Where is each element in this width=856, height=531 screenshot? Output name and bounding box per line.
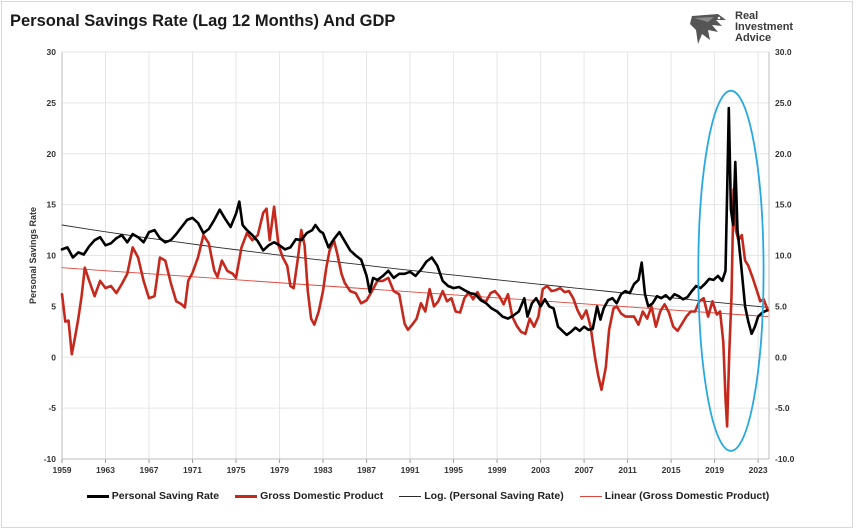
x-tick-label: 2019: [705, 465, 724, 475]
brand-line-2: Investment: [735, 21, 794, 33]
eagle-logo-icon: [690, 14, 726, 44]
series-line-gross-domestic-product: [60, 188, 770, 428]
x-tick-label: 2011: [618, 465, 637, 475]
brand-line-3: Advice: [735, 32, 772, 44]
y-tick-left-label: 30: [47, 47, 57, 57]
series-line-personal-saving-rate: [60, 106, 769, 337]
y-tick-left-label: 25: [47, 98, 57, 108]
y-tick-left-label: -5: [48, 403, 56, 413]
x-tick-label: 2003: [531, 465, 550, 475]
legend-swatch: [579, 495, 602, 497]
legend-item: Log. (Personal Saving Rate): [399, 490, 564, 502]
x-axis-ticks: 1959 1963 1967 1971 1975 1979 1983 1987 1991 1995…: [53, 465, 768, 475]
legend-label: Gross Domestic Product: [260, 490, 384, 502]
legend-label: Linear (Gross Domestic Product): [604, 490, 770, 502]
legend: Personal Saving Rate Gross Domestic Produ…: [0, 488, 856, 504]
y-tick-right-label: 0.0: [775, 352, 787, 362]
x-tick-label: 1979: [270, 465, 289, 475]
y-axis-label: Personal Savings Rate: [28, 207, 38, 304]
legend-swatch: [86, 494, 109, 498]
brand-name: Real Investment Advice: [735, 11, 793, 44]
y-tick-left-label: 5: [51, 301, 56, 311]
highlight-ellipse: [697, 89, 765, 452]
series-lines: [60, 106, 770, 428]
legend-item: Gross Domestic Product: [235, 490, 383, 502]
x-tick-label: 1999: [488, 465, 507, 475]
annotations: [697, 89, 765, 452]
y-tick-right-label: -5.0: [775, 403, 790, 413]
y-tick-right-label: 30.0: [775, 47, 792, 57]
y-tick-right-label: -10.0: [775, 454, 795, 464]
y-tick-left-label: 0: [51, 352, 56, 362]
x-tick-label: 1963: [96, 465, 115, 475]
gridlines: [61, 51, 769, 460]
x-tick-label: 1987: [357, 465, 376, 475]
x-tick-label: 2023: [749, 465, 768, 475]
x-tick-label: 1959: [53, 465, 72, 475]
y-axis-right-ticks: -10.0 -5.0 0.0 5.0 10.0 15.0 20.0 25.0 30.0: [775, 47, 795, 464]
x-tick-label: 1991: [401, 465, 420, 475]
y-tick-right-label: 20.0: [775, 149, 792, 159]
axes: [61, 52, 770, 463]
chart-title: Personal Savings Rate (Lag 12 Months) An…: [10, 12, 396, 30]
legend-label: Log. (Personal Saving Rate): [424, 490, 564, 502]
x-tick-label: 1975: [227, 465, 246, 475]
series-line-log-personal-saving-rate: [61, 224, 769, 308]
legend-item: Linear (Gross Domestic Product): [579, 490, 770, 502]
y-tick-right-label: 15.0: [775, 200, 792, 210]
legend-item: Personal Saving Rate: [86, 490, 220, 502]
legend-swatch: [235, 494, 258, 498]
x-tick-label: 2007: [575, 465, 594, 475]
y-tick-left-label: 15: [47, 200, 57, 210]
y-tick-left-label: 10: [47, 251, 57, 261]
x-tick-label: 1995: [444, 465, 463, 475]
brand-line-1: Real: [735, 10, 759, 22]
y-tick-left-label: -10: [44, 454, 57, 464]
legend-label: Personal Saving Rate: [111, 490, 220, 502]
x-tick-label: 1971: [183, 465, 202, 475]
y-tick-left-label: 20: [47, 149, 57, 159]
legend-swatch: [399, 495, 422, 497]
x-tick-label: 2015: [662, 465, 681, 475]
y-tick-right-label: 25.0: [775, 98, 792, 108]
brand-logo: Real Investment Advice: [688, 10, 838, 50]
y-tick-right-label: 5.0: [775, 301, 787, 311]
x-tick-label: 1967: [140, 465, 159, 475]
y-axis-left-ticks: -10 -5 0 5 10 15 20 25 30: [44, 47, 57, 464]
y-tick-right-label: 10.0: [775, 251, 792, 261]
x-tick-label: 1983: [314, 465, 333, 475]
